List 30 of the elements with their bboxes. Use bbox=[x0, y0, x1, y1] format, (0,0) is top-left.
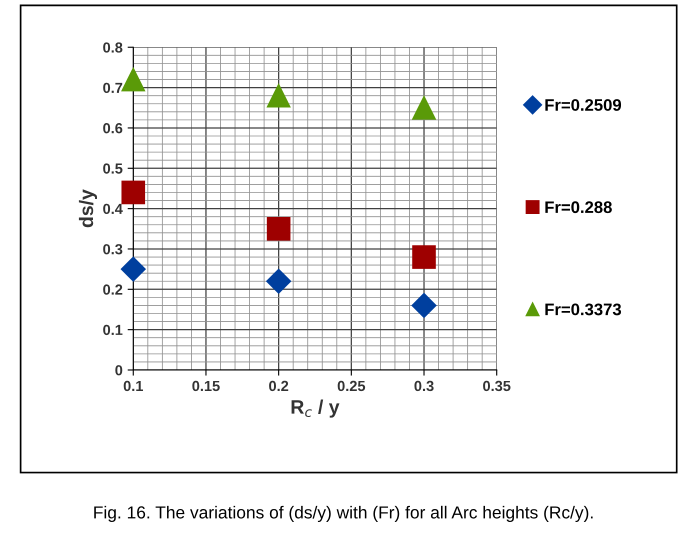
x-tick-label: 0.25 bbox=[338, 380, 366, 392]
y-tick-label: 0.7 bbox=[103, 82, 122, 94]
x-tick-label: 0.15 bbox=[192, 380, 220, 392]
legend-label: Fr=0.3373 bbox=[545, 304, 622, 316]
x-tick-label: 0.35 bbox=[483, 380, 510, 392]
caption: Fig. 16. The variations of (ds/y) with (Fr) for all Arc heights (Rc/y). bbox=[94, 506, 593, 522]
legend-label: Fr=0.2509 bbox=[545, 99, 622, 111]
y-tick-label: 0.2 bbox=[103, 284, 122, 295]
y-tick-label: 0.4 bbox=[103, 204, 123, 214]
point bbox=[412, 245, 436, 269]
x-tick-label: 0.1 bbox=[124, 380, 144, 392]
point bbox=[266, 216, 290, 241]
y-tick-label: 0.8 bbox=[103, 42, 122, 53]
point bbox=[121, 180, 146, 204]
legend-label: Fr=0.288 bbox=[545, 201, 612, 214]
y-tick-label: 0.1 bbox=[103, 324, 122, 336]
point bbox=[412, 96, 436, 120]
x-tick-label: 0.3 bbox=[414, 380, 434, 392]
y-tick-label: 0 bbox=[115, 365, 122, 376]
point bbox=[120, 256, 146, 282]
point bbox=[266, 268, 292, 294]
point bbox=[412, 292, 436, 318]
point bbox=[266, 84, 290, 108]
y-axis-title: ds/y bbox=[78, 189, 98, 228]
x-tick-label: 0.2 bbox=[269, 380, 288, 392]
y-tick-label: 0.3 bbox=[103, 244, 122, 254]
x-axis-title: R$_{c}$ / y bbox=[292, 400, 340, 418]
y-tick-label: 0.6 bbox=[103, 123, 122, 134]
point bbox=[121, 68, 146, 92]
y-tick-label: 0.5 bbox=[103, 163, 122, 174]
